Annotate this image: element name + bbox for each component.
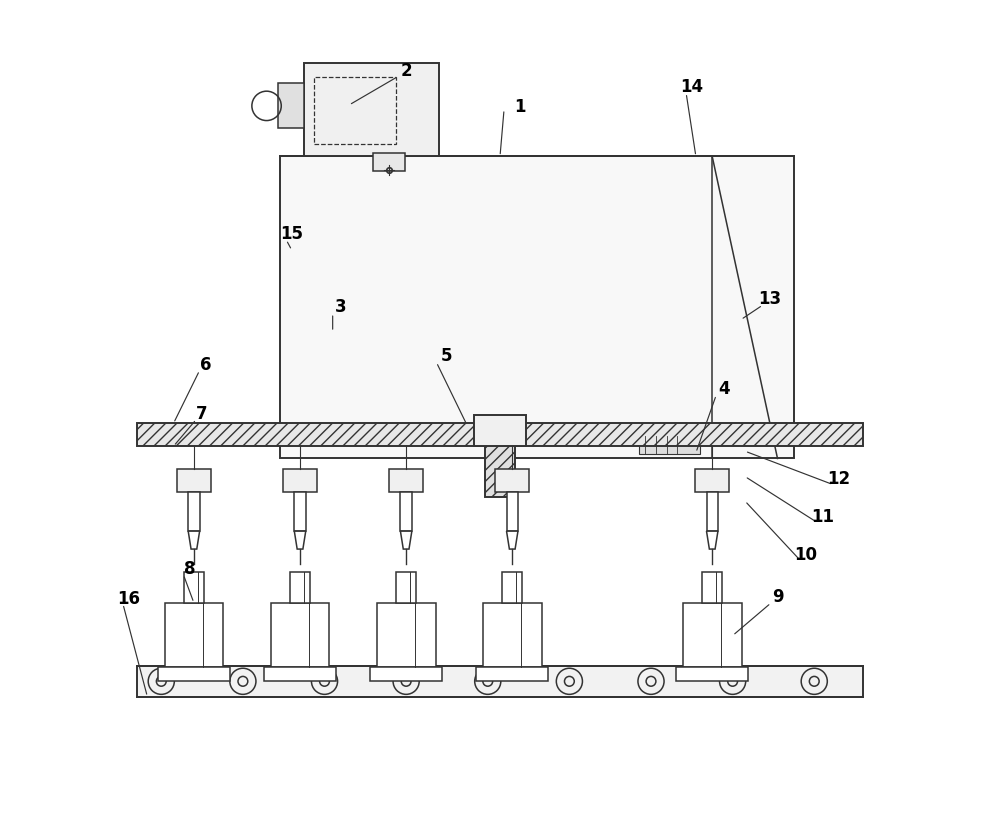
Text: 13: 13 (758, 290, 781, 308)
Bar (304, 62, 439, 156)
Bar (389, 469, 423, 492)
Bar (278, 83, 304, 128)
Bar (502, 572, 522, 603)
Bar (676, 667, 748, 681)
Bar (137, 423, 863, 446)
Text: 5: 5 (441, 347, 453, 365)
Text: 1: 1 (515, 98, 526, 116)
Text: 11: 11 (811, 509, 834, 527)
Bar (495, 469, 529, 492)
Bar (507, 492, 518, 531)
Bar (290, 572, 310, 603)
Polygon shape (400, 531, 412, 549)
Bar (483, 603, 542, 667)
Bar (271, 603, 329, 667)
Polygon shape (294, 531, 306, 549)
Bar (158, 667, 230, 681)
Bar (485, 443, 515, 497)
Text: 2: 2 (400, 61, 412, 79)
Text: 3: 3 (335, 298, 347, 316)
Polygon shape (188, 531, 200, 549)
Bar (264, 667, 336, 681)
Text: 8: 8 (184, 559, 196, 577)
Bar (707, 492, 718, 531)
Bar (474, 415, 526, 446)
Bar (702, 572, 722, 603)
Bar (177, 469, 211, 492)
Bar (373, 153, 405, 171)
Bar (294, 492, 306, 531)
Bar (283, 469, 317, 492)
Bar (137, 666, 863, 697)
Text: 4: 4 (719, 380, 730, 398)
Text: 15: 15 (280, 225, 303, 243)
Text: 12: 12 (827, 470, 850, 488)
Text: 6: 6 (200, 355, 212, 373)
Bar (639, 437, 700, 455)
Bar (683, 603, 742, 667)
Bar (396, 572, 416, 603)
Polygon shape (507, 531, 518, 549)
Bar (377, 603, 436, 667)
Bar (476, 667, 548, 681)
Bar (165, 603, 223, 667)
Bar (280, 156, 794, 459)
Bar (184, 572, 204, 603)
Text: 9: 9 (772, 588, 783, 606)
Bar (188, 492, 200, 531)
Text: 7: 7 (196, 405, 208, 423)
Bar (400, 492, 412, 531)
Bar (314, 77, 396, 144)
Text: 16: 16 (117, 590, 140, 608)
Text: 10: 10 (795, 545, 818, 563)
Text: 14: 14 (680, 78, 703, 96)
Bar (695, 469, 729, 492)
Bar (370, 667, 442, 681)
Polygon shape (707, 531, 718, 549)
